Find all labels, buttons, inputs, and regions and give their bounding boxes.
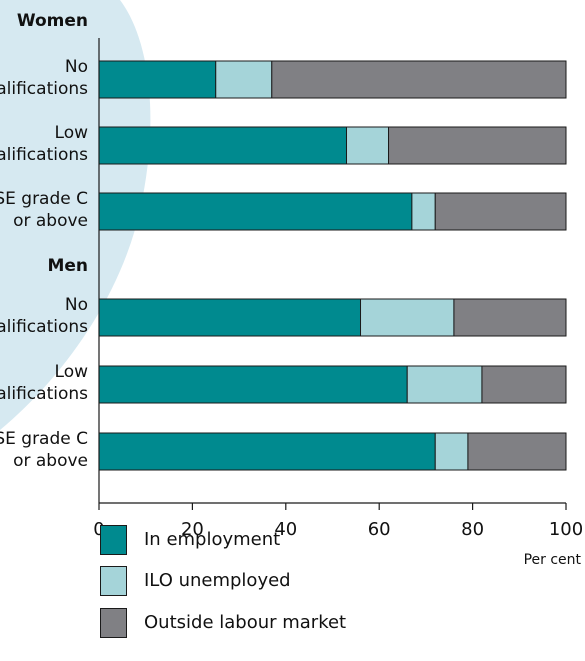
category-label-line: qualifications xyxy=(0,384,88,404)
category-label-line: GCSE grade C xyxy=(0,189,88,209)
category-label-line: or above xyxy=(13,211,88,231)
bar-men-1-outside-labour-market xyxy=(481,365,567,404)
bar-women-1-in-employment xyxy=(98,126,348,165)
category-label-women-1: Lowqualifications xyxy=(0,123,88,165)
category-label-line: qualifications xyxy=(0,79,88,99)
x-tick-label-80: 80 xyxy=(461,519,484,540)
category-label-women-2: GCSE grade Cor above xyxy=(0,189,88,231)
category-label-men-1: Lowqualifications xyxy=(0,362,88,404)
legend-label-ilo-unemployed: ILO unemployed xyxy=(144,570,291,591)
bar-men-1-in-employment xyxy=(98,365,408,404)
bar-men-2-outside-labour-market xyxy=(467,432,567,471)
bar-men-2-in-employment xyxy=(98,432,436,471)
group-label-women: Women xyxy=(17,11,88,31)
category-label-men-2: GCSE grade Cor above xyxy=(0,429,88,471)
category-label-line: qualifications xyxy=(0,145,88,165)
bar-women-0-in-employment xyxy=(98,60,217,99)
x-tick-label-100: 100 xyxy=(549,519,583,540)
x-tick-label-20: 20 xyxy=(181,519,204,540)
bar-women-0-ilo-unemployed xyxy=(215,60,273,99)
category-label-line: No xyxy=(65,57,88,77)
bar-men-0-in-employment xyxy=(98,298,362,337)
plot-area: WomenNoqualificationsLowqualificationsGC… xyxy=(0,11,583,540)
legend-swatch-in-employment xyxy=(100,525,127,555)
category-label-line: or above xyxy=(13,451,88,471)
legend-label-outside-labour-market: Outside labour market xyxy=(144,612,347,633)
x-tick-label-60: 60 xyxy=(368,519,391,540)
category-label-line: Low xyxy=(55,123,89,143)
bar-women-1-outside-labour-market xyxy=(388,126,567,165)
category-label-line: No xyxy=(65,295,88,315)
category-label-line: qualifications xyxy=(0,317,88,337)
bar-women-0-outside-labour-market xyxy=(271,60,567,99)
legend-swatch-ilo-unemployed xyxy=(100,566,127,596)
category-label-line: Low xyxy=(55,362,89,382)
legend-swatch-outside-labour-market xyxy=(100,608,127,638)
x-tick-label-40: 40 xyxy=(274,519,297,540)
category-label-line: GCSE grade C xyxy=(0,429,88,449)
bar-women-2-ilo-unemployed xyxy=(411,192,436,231)
x-axis-label: Per cent xyxy=(523,552,581,568)
group-label-men: Men xyxy=(47,256,88,276)
bar-women-2-outside-labour-market xyxy=(434,192,567,231)
category-label-women-0: Noqualifications xyxy=(0,57,88,99)
legend-label-in-employment: In employment xyxy=(144,529,281,550)
bar-women-2-in-employment xyxy=(98,192,413,231)
bar-women-1-ilo-unemployed xyxy=(346,126,390,165)
bar-men-1-ilo-unemployed xyxy=(406,365,483,404)
bar-men-2-ilo-unemployed xyxy=(434,432,469,471)
bar-men-0-ilo-unemployed xyxy=(360,298,455,337)
x-tick-label-0: 0 xyxy=(93,519,104,540)
category-label-men-0: Noqualifications xyxy=(0,295,88,337)
bar-men-0-outside-labour-market xyxy=(453,298,567,337)
